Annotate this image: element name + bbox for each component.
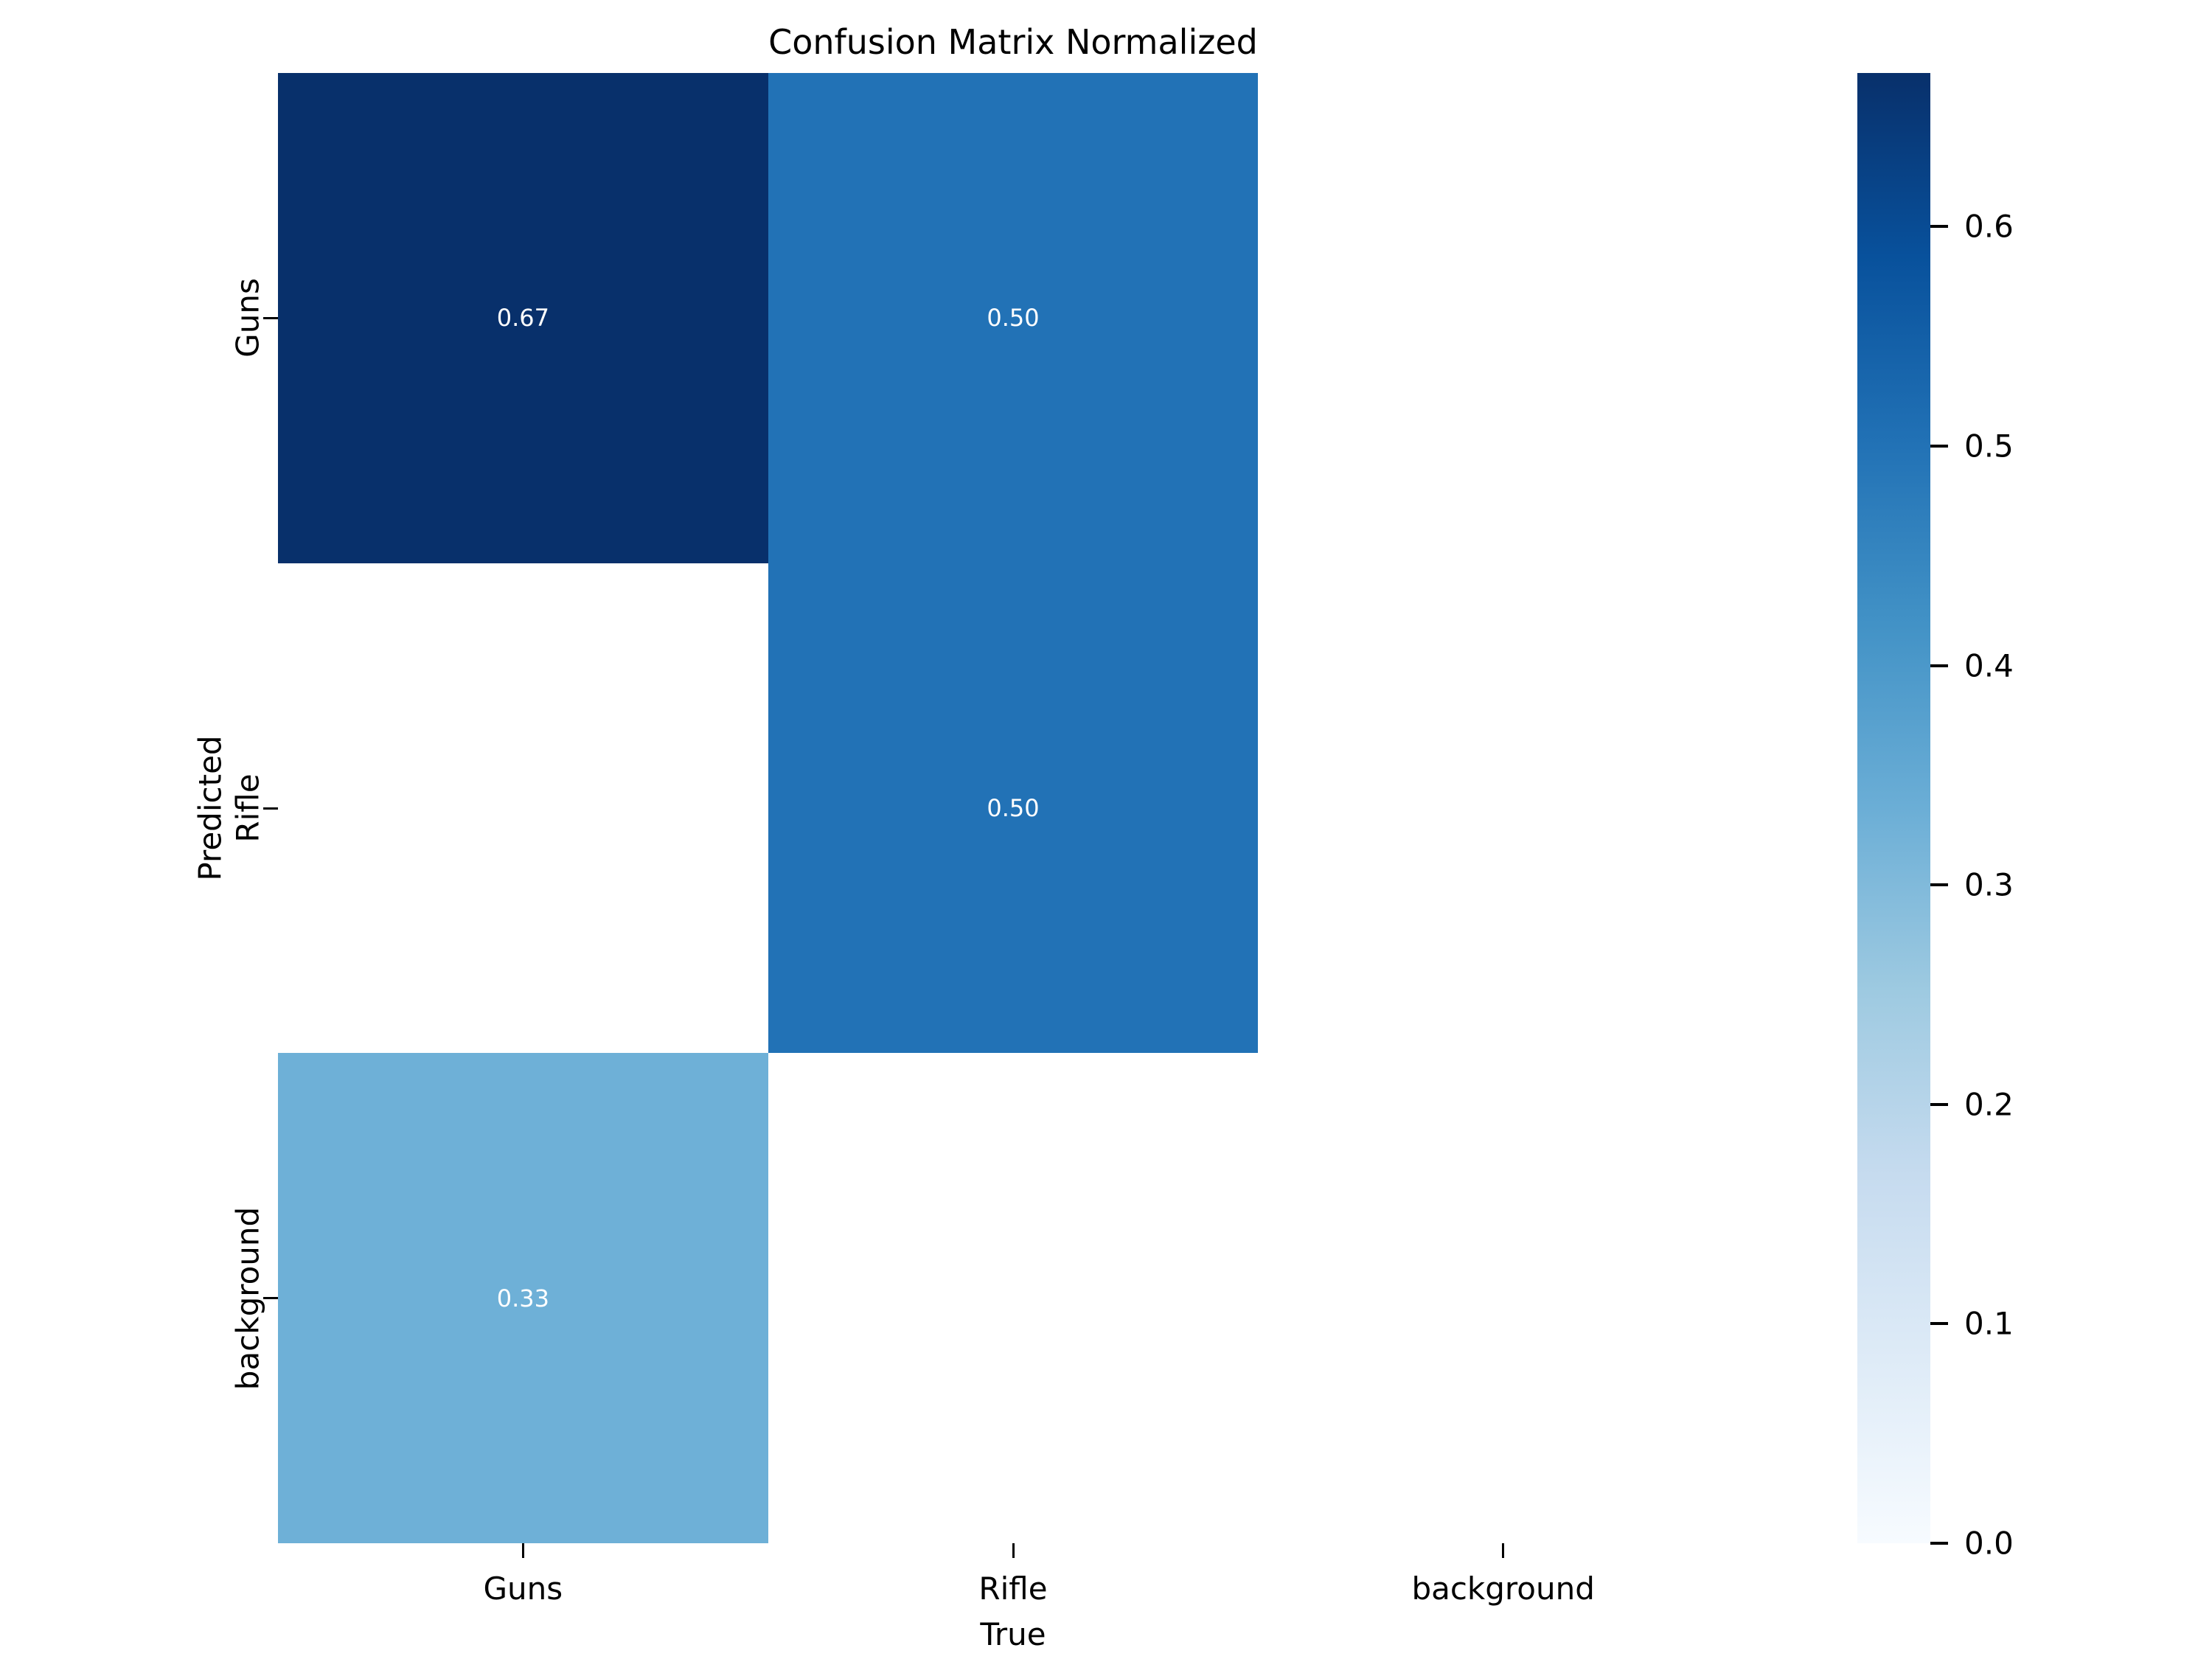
y-tick-label: background — [229, 1206, 266, 1390]
x-tick-label: Guns — [483, 1571, 563, 1607]
cell-value-label: 0.50 — [987, 793, 1040, 822]
colorbar-tick-mark — [1930, 225, 1948, 229]
colorbar-tick-label: 0.2 — [1964, 1086, 2014, 1123]
x-tick-mark — [1502, 1543, 1505, 1558]
colorbar-tick-mark — [1930, 883, 1948, 887]
cell-value-label: 0.50 — [987, 304, 1040, 333]
colorbar-tick-label: 0.3 — [1964, 866, 2014, 903]
cell-value-label: 0.67 — [496, 304, 549, 333]
y-tick-label: Guns — [229, 278, 266, 358]
y-tick-mark — [263, 807, 278, 810]
heatmap-cell — [768, 1053, 1259, 1543]
colorbar-tick-label: 0.1 — [1964, 1305, 2014, 1342]
chart-title: Confusion Matrix Normalized — [768, 22, 1258, 62]
colorbar-tick-mark — [1930, 1322, 1948, 1326]
heatmap-cell — [278, 563, 768, 1054]
x-tick-mark — [521, 1543, 524, 1558]
confusion-matrix-heatmap: 0.67 0.50 0.50 0.33 — [278, 73, 1748, 1543]
colorbar-tick-label: 0.5 — [1964, 428, 2014, 465]
y-tick-mark — [263, 1297, 278, 1300]
colorbar-tick-label: 0.6 — [1964, 208, 2014, 245]
colorbar-gradient — [1857, 73, 1930, 1543]
colorbar-tick-label: 0.4 — [1964, 647, 2014, 684]
colorbar-tick-mark — [1930, 664, 1948, 667]
heatmap-cell: 0.33 — [278, 1053, 768, 1543]
x-tick-mark — [1012, 1543, 1015, 1558]
heatmap-cell: 0.50 — [768, 73, 1259, 563]
x-tick-label: Rifle — [978, 1571, 1048, 1607]
colorbar-tick-mark — [1930, 1542, 1948, 1545]
heatmap-cell: 0.67 — [278, 73, 768, 563]
x-axis-label: True — [980, 1616, 1046, 1652]
cell-value-label: 0.33 — [496, 1284, 549, 1312]
heatmap-cell: 0.50 — [768, 563, 1259, 1054]
y-axis-label: Predicted — [192, 735, 229, 881]
y-tick-mark — [263, 316, 278, 319]
heatmap-cell — [1258, 563, 1748, 1054]
y-tick-label: Rifle — [229, 773, 266, 843]
heatmap-cell — [1258, 73, 1748, 563]
colorbar-tick-mark — [1930, 444, 1948, 448]
heatmap-cell — [1258, 1053, 1748, 1543]
x-tick-label: background — [1411, 1571, 1595, 1607]
colorbar-tick-mark — [1930, 1102, 1948, 1106]
colorbar-tick-label: 0.0 — [1964, 1525, 2014, 1562]
